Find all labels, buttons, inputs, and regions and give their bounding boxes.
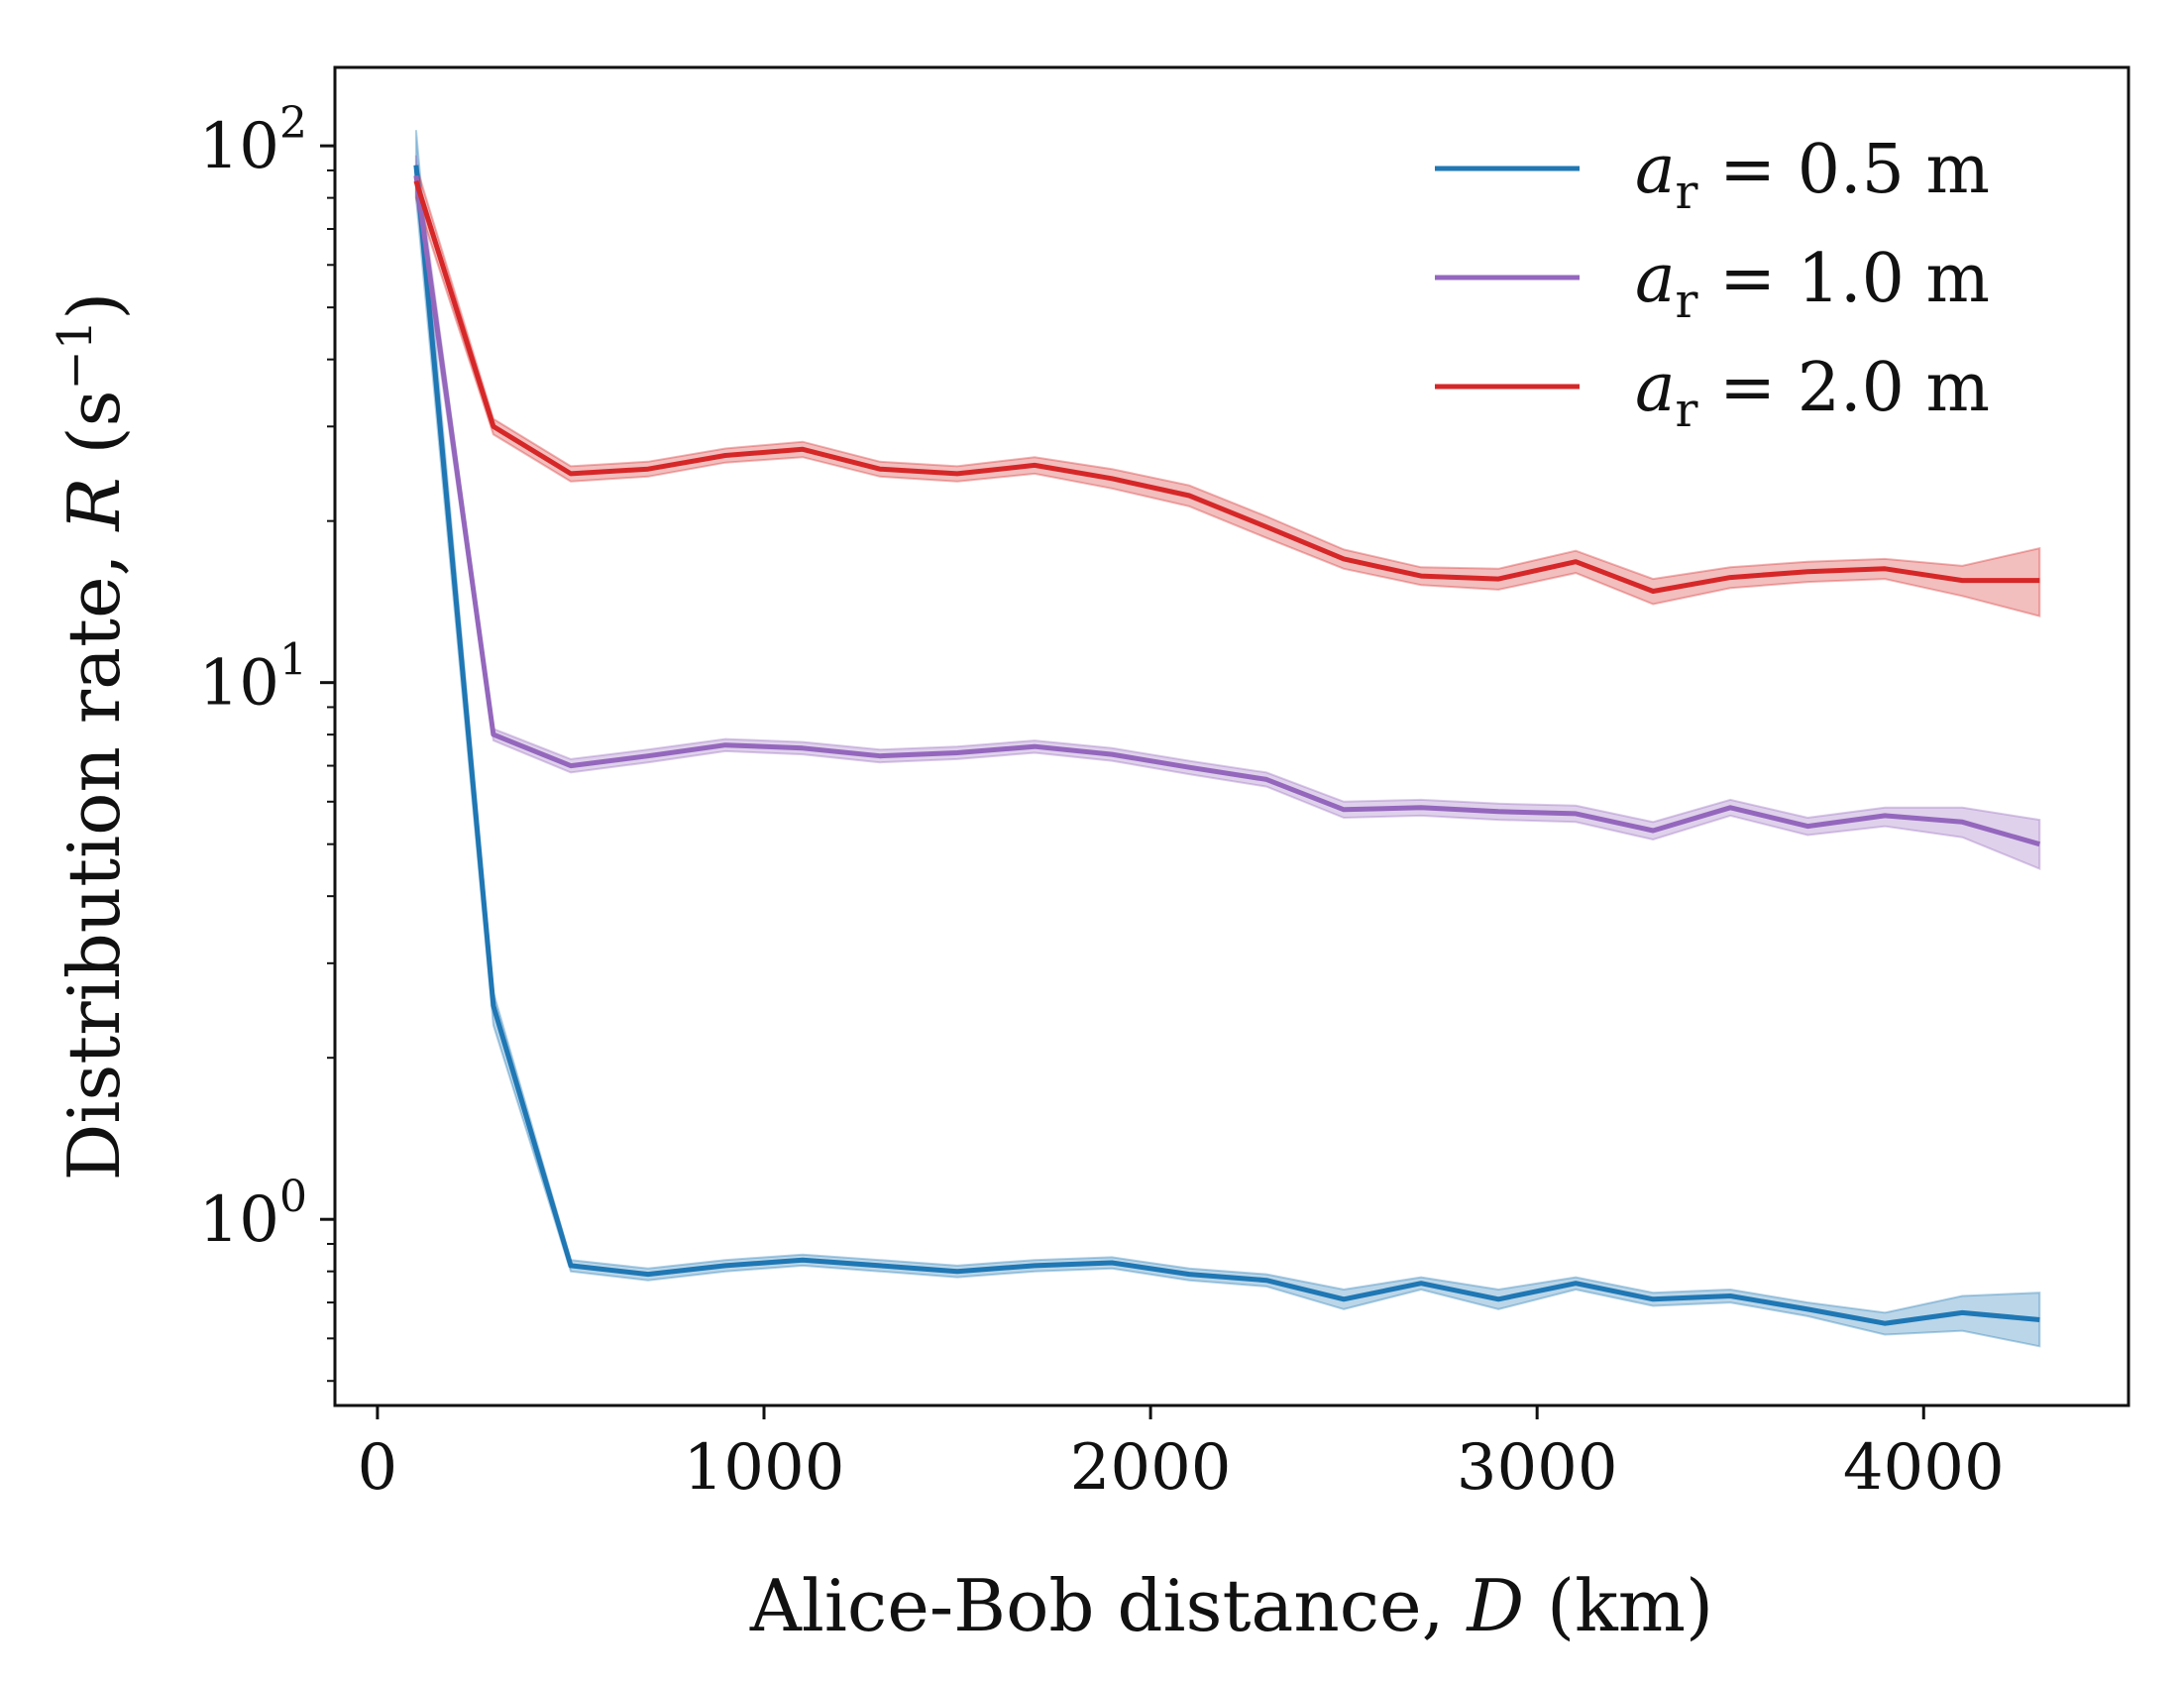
- plot-frame: [333, 65, 2130, 1407]
- x-tick-label-2: 2000: [1070, 1431, 1232, 1505]
- band-series-1: [414, 130, 2041, 1348]
- x-tick-label-0: 0: [358, 1431, 398, 1505]
- line-series-3: [413, 179, 2040, 594]
- band-series-2: [414, 155, 2041, 870]
- x-axis-label: Alice-Bob distance, D (km): [749, 1564, 1713, 1647]
- legend-label-3: ar = 2.0 m: [1635, 349, 1990, 438]
- axis-ticks: 0 1000 2000 3000 4000 100 101 102: [199, 98, 2005, 1505]
- series-lines: [413, 165, 2040, 1326]
- y-tick-label-0: 100: [199, 1172, 307, 1257]
- y-axis-label: Distribution rate, R (s−1): [48, 292, 136, 1181]
- legend: ar = 0.5 m ar = 1.0 m ar = 2.0 m: [1435, 131, 1990, 438]
- y-tick-label-1: 101: [199, 635, 307, 721]
- legend-label-2: ar = 1.0 m: [1635, 240, 1990, 329]
- x-tick-label-3: 3000: [1457, 1431, 1618, 1505]
- x-tick-label-1: 1000: [684, 1431, 845, 1505]
- x-tick-label-4: 4000: [1843, 1431, 2005, 1505]
- line-series-1: [413, 165, 2040, 1326]
- y-tick-label-2: 102: [199, 98, 307, 183]
- legend-label-1: ar = 0.5 m: [1635, 131, 1990, 220]
- line-series-2: [413, 174, 2040, 847]
